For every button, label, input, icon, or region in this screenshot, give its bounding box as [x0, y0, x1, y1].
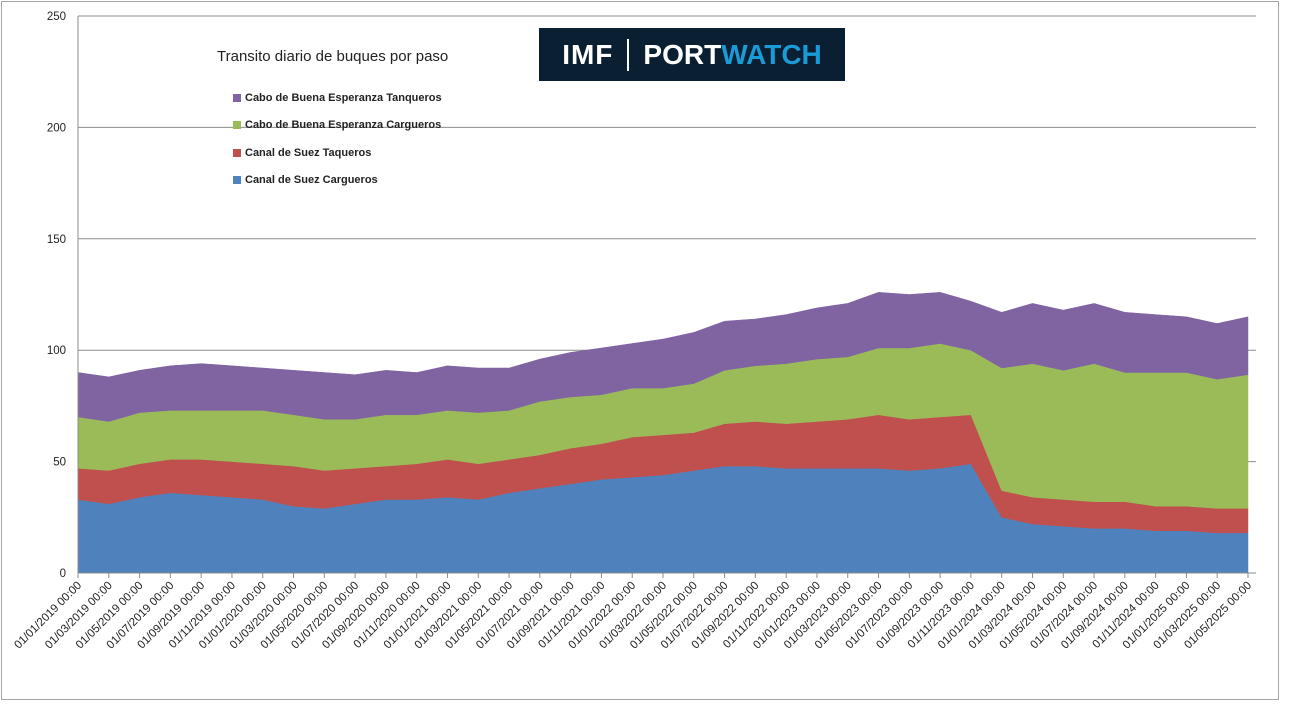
legend-swatch — [233, 148, 241, 157]
legend-label: Canal de Suez Taqueros — [245, 146, 372, 159]
legend-item-suez-cargueros: Canal de Suez Cargueros — [233, 167, 442, 195]
y-tick-label: 200 — [47, 122, 66, 134]
legend-swatch — [233, 121, 241, 130]
series-area — [77, 292, 1249, 422]
logo-imf-text: IMF — [562, 38, 614, 70]
legend-label: Canal de Suez Cargueros — [245, 174, 378, 187]
imf-portwatch-logo: IMF PORT WATCH — [539, 28, 845, 81]
y-tick-label: 50 — [53, 457, 66, 469]
legend-swatch — [233, 176, 241, 185]
legend-item-cabo-tanqueros: Cabo de Buena Esperanza Tanqueros — [233, 84, 442, 112]
legend-item-suez-taqueros: Canal de Suez Taqueros — [233, 139, 442, 167]
y-tick-label: 0 — [60, 568, 66, 580]
logo-port-text: PORT — [643, 38, 722, 70]
logo-watch-text: WATCH — [721, 38, 822, 70]
legend-item-cabo-cargueros: Cabo de Buena Esperanza Cargueros — [233, 112, 442, 140]
chart-title: Transito diario de buques por paso — [217, 48, 449, 65]
chart-legend: Cabo de Buena Esperanza Tanqueros Cabo d… — [233, 84, 442, 194]
legend-label: Cabo de Buena Esperanza Tanqueros — [245, 91, 442, 104]
y-tick-label: 100 — [47, 345, 66, 357]
logo-separator — [627, 38, 630, 71]
y-tick-label: 250 — [47, 11, 66, 23]
legend-label: Cabo de Buena Esperanza Cargueros — [245, 119, 442, 132]
y-tick-label: 150 — [47, 234, 66, 246]
legend-swatch — [233, 93, 241, 102]
